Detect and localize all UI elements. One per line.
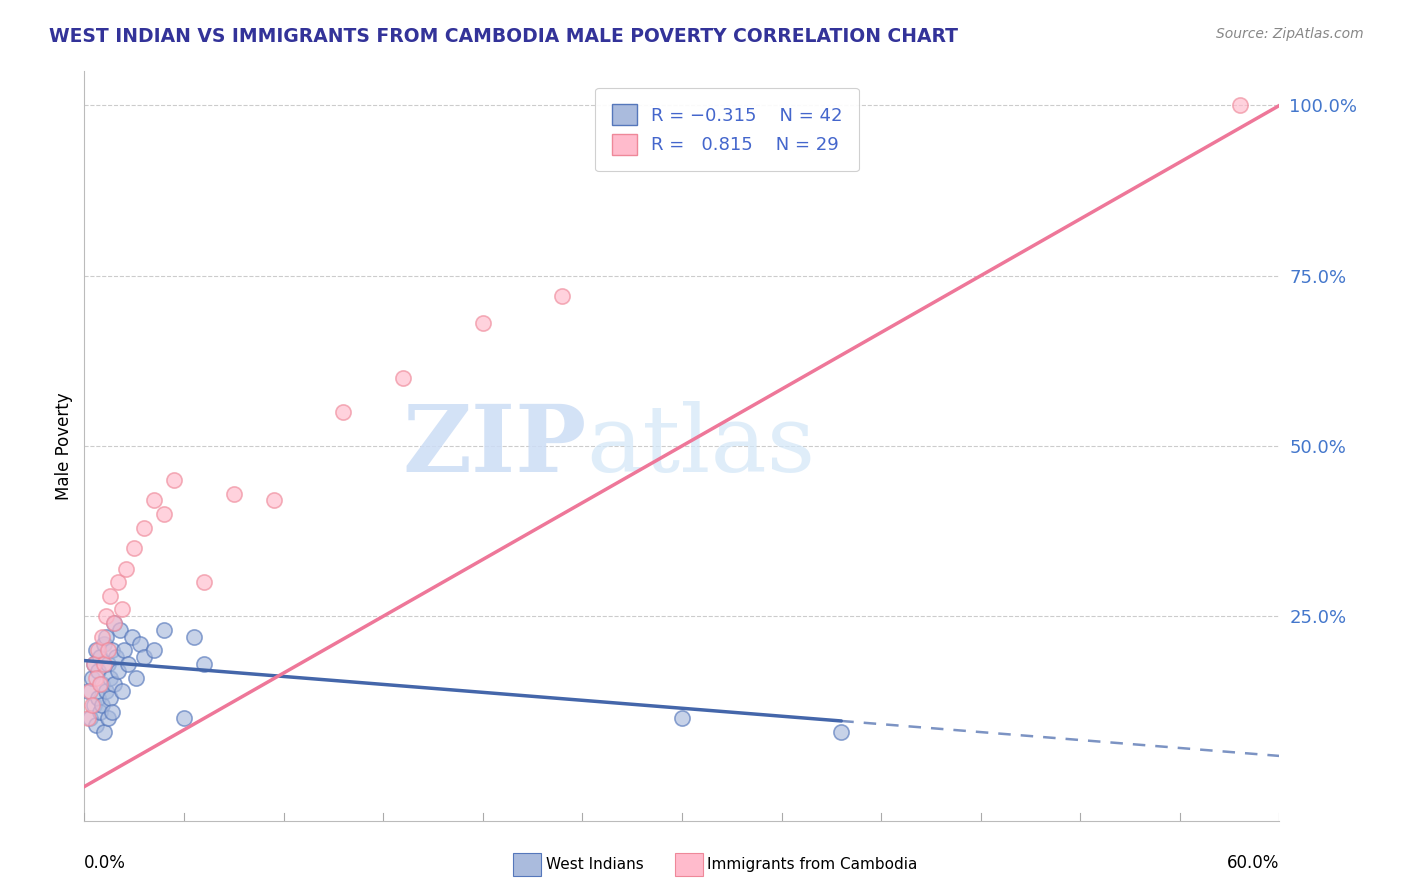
Point	[105, 650, 128, 665]
Point	[222, 486, 245, 500]
Point	[132, 650, 156, 665]
Point	[115, 561, 138, 575]
Point	[77, 684, 100, 698]
Point	[103, 677, 125, 691]
Point	[87, 691, 110, 706]
Text: ZIP: ZIP	[402, 401, 586, 491]
Point	[86, 718, 108, 732]
Point	[193, 657, 215, 671]
Point	[111, 602, 134, 616]
Text: West Indians: West Indians	[546, 857, 644, 871]
Text: Source: ZipAtlas.com: Source: ZipAtlas.com	[1216, 27, 1364, 41]
Point	[89, 677, 111, 691]
Point	[263, 493, 285, 508]
Point	[79, 711, 101, 725]
Y-axis label: Male Poverty: Male Poverty	[55, 392, 73, 500]
Point	[86, 671, 108, 685]
Point	[132, 521, 156, 535]
Point	[91, 630, 114, 644]
Point	[671, 711, 693, 725]
Point	[107, 575, 129, 590]
Point	[117, 657, 139, 671]
Point	[103, 616, 125, 631]
Point	[89, 650, 111, 665]
Point	[93, 725, 115, 739]
Point	[143, 493, 166, 508]
Point	[830, 725, 852, 739]
Point	[83, 657, 105, 671]
Point	[82, 671, 104, 685]
Point	[83, 698, 105, 712]
Point	[96, 684, 118, 698]
Point	[143, 643, 166, 657]
Point	[89, 705, 111, 719]
Point	[98, 671, 121, 685]
Point	[96, 630, 118, 644]
Point	[153, 507, 176, 521]
Point	[471, 317, 494, 331]
Point	[97, 711, 120, 725]
Point	[86, 643, 108, 657]
Point	[87, 643, 110, 657]
Point	[193, 575, 215, 590]
Point	[122, 541, 145, 556]
Point	[91, 698, 114, 712]
Point	[96, 609, 118, 624]
Point	[98, 589, 121, 603]
Point	[79, 684, 101, 698]
Point	[125, 671, 148, 685]
Point	[97, 657, 120, 671]
Point	[153, 623, 176, 637]
Point	[129, 636, 152, 650]
Text: WEST INDIAN VS IMMIGRANTS FROM CAMBODIA MALE POVERTY CORRELATION CHART: WEST INDIAN VS IMMIGRANTS FROM CAMBODIA …	[49, 27, 959, 45]
Point	[103, 616, 125, 631]
Point	[97, 643, 120, 657]
Text: atlas: atlas	[586, 401, 815, 491]
Point	[332, 405, 354, 419]
Point	[163, 473, 186, 487]
Point	[93, 657, 115, 671]
Text: 60.0%: 60.0%	[1227, 855, 1279, 872]
Legend: R = −0.315    N = 42, R =   0.815    N = 29: R = −0.315 N = 42, R = 0.815 N = 29	[595, 88, 859, 171]
Point	[392, 371, 415, 385]
Point	[121, 630, 143, 644]
Point	[551, 289, 574, 303]
Point	[87, 664, 110, 678]
Point	[107, 664, 129, 678]
Point	[183, 630, 205, 644]
Point	[91, 677, 114, 691]
Point	[110, 623, 132, 637]
Point	[98, 691, 121, 706]
Point	[111, 684, 134, 698]
Text: Immigrants from Cambodia: Immigrants from Cambodia	[707, 857, 918, 871]
Point	[82, 698, 104, 712]
Point	[1229, 98, 1251, 112]
Point	[77, 711, 100, 725]
Point	[93, 636, 115, 650]
Point	[112, 643, 135, 657]
Point	[101, 643, 124, 657]
Text: 0.0%: 0.0%	[84, 855, 127, 872]
Point	[173, 711, 195, 725]
Point	[83, 657, 105, 671]
Point	[101, 705, 124, 719]
